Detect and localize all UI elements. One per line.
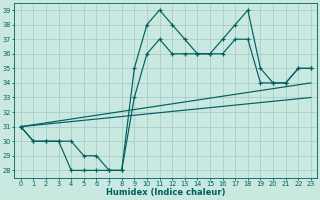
X-axis label: Humidex (Indice chaleur): Humidex (Indice chaleur) — [106, 188, 226, 197]
